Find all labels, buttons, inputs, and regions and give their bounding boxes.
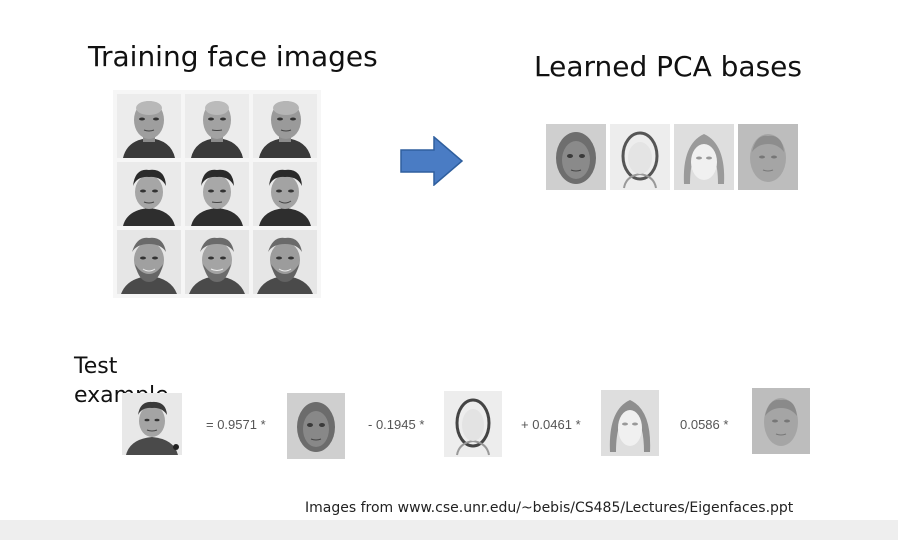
bottom-strip: [0, 520, 898, 540]
pca-basis-image: [738, 124, 798, 190]
equation-basis-image: [601, 390, 659, 456]
training-face: [117, 94, 181, 158]
training-face: [185, 230, 249, 294]
training-face: [253, 230, 317, 294]
training-face-grid: [113, 90, 321, 298]
test-label-line1: Test: [74, 354, 118, 379]
equation-basis-image: [444, 391, 502, 457]
coefficient-term-4: 0.0586 *: [680, 417, 729, 432]
right-arrow-icon: [400, 136, 464, 186]
coefficient-term-2: - 0.1945 *: [368, 417, 425, 432]
pca-basis-image: [610, 124, 670, 190]
pca-basis-image: [674, 124, 734, 190]
training-title: Training face images: [88, 40, 378, 73]
training-face: [253, 162, 317, 226]
coefficient-term-1: = 0.9571 *: [206, 417, 266, 432]
pca-bases-row: [546, 124, 798, 190]
equation-basis-image: [287, 393, 345, 459]
pca-basis-image: [546, 124, 606, 190]
training-face: [185, 94, 249, 158]
training-face: [185, 162, 249, 226]
learned-title: Learned PCA bases: [534, 50, 802, 83]
training-face: [117, 230, 181, 294]
test-face-image: [122, 393, 182, 455]
image-credit: Images from www.cse.unr.edu/~bebis/CS485…: [305, 500, 794, 516]
equation-basis-image: [752, 388, 810, 454]
coefficient-term-3: + 0.0461 *: [521, 417, 581, 432]
training-face: [117, 162, 181, 226]
training-face: [253, 94, 317, 158]
